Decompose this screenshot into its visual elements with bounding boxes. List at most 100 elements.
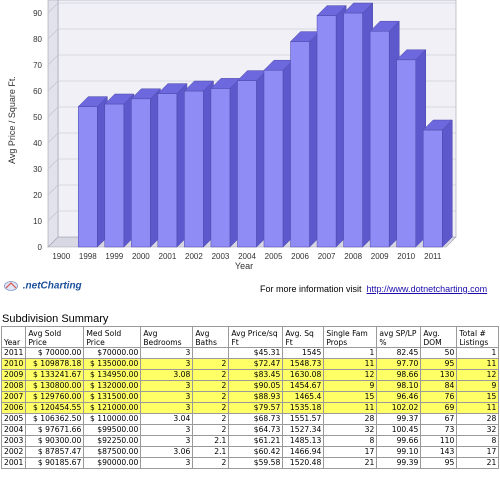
table-cell: 12 (323, 369, 378, 381)
table-row: 2009 $ 133241.67 $ 134950.00 3.08 2 $83.45 163… (0, 369, 500, 381)
bar-2002 (183, 80, 215, 248)
x-tick-label: 2007 (318, 252, 336, 261)
table-cell: 2 (192, 358, 230, 370)
table-cell: 97.70 (376, 358, 422, 370)
bar-front (77, 106, 98, 248)
bar-2003 (210, 77, 241, 248)
table-cell: $64.73 (228, 424, 284, 436)
table-cell: 11 (456, 402, 500, 414)
column-header: Year (0, 326, 27, 348)
bar-2005 (263, 59, 294, 248)
y-tick-label: 70 (33, 61, 42, 70)
table-cell: 2009 (0, 369, 27, 381)
table-cell: 3.06 (140, 446, 194, 458)
grid-line-side (47, 132, 59, 144)
y-tick-label: 50 (33, 113, 42, 122)
y-tick-label: 60 (33, 87, 42, 96)
table-cell: 1527.34 (282, 424, 325, 436)
table-cell: $68.73 (228, 413, 284, 425)
table-row: 2005 $ 106362.50 $ 110000.00 3.04 2 $68.73 155… (0, 413, 500, 425)
info-line: For more information visit http://www.do… (260, 284, 487, 294)
table-cell: $ 132000.00 (83, 380, 142, 392)
column-header: Med Sold Price (83, 326, 142, 348)
section-title: Subdivision Summary (2, 313, 109, 325)
y-tick-label: 90 (33, 9, 42, 18)
table-cell: $ 110000.00 (83, 413, 142, 425)
table-cell: $61.21 (228, 435, 284, 447)
table-cell: 21 (456, 457, 500, 469)
x-tick-label: 1998 (79, 252, 97, 261)
table-row: 2003 $ 90300.00 $92250.00 3 2.1 $61.21 1485.13… (0, 435, 500, 447)
table-cell: 2 (192, 413, 230, 425)
table-cell: 1454.67 (282, 380, 325, 392)
grid-line-side (47, 28, 59, 40)
table-cell: 98.10 (376, 380, 422, 392)
table-cell: 84 (420, 380, 458, 392)
table-cell: 1551.57 (282, 413, 325, 425)
table-cell: 15 (323, 391, 378, 403)
table-cell: $87500.00 (83, 446, 142, 458)
bar-top (422, 119, 453, 131)
table-cell: $92250.00 (83, 435, 142, 447)
table-cell: 2.1 (192, 446, 230, 458)
bar-top (157, 83, 188, 94)
x-tick-label: 2003 (212, 252, 230, 261)
table-cell: 2002 (0, 446, 27, 458)
table-cell: 1548.73 (282, 358, 325, 370)
y-tick-label: 20 (33, 191, 42, 200)
chart-footer: .netCharting For more information visit … (0, 278, 500, 300)
table-cell: $ 90300.00 (25, 435, 85, 447)
x-tick-label: 2010 (397, 252, 415, 261)
y-axis-ticks: 0 10 20 30 40 50 60 70 80 90 (33, 9, 42, 252)
table-cell: $ 135000.00 (83, 358, 142, 370)
table-row: 2007 $ 129760.00 $ 131500.00 3 2 $88.93 1465.4… (0, 391, 500, 403)
y-tick-label: 10 (33, 217, 42, 226)
x-tick-label: 1900 (52, 252, 70, 261)
x-tick-label: 2001 (159, 252, 177, 261)
bar-front (131, 98, 151, 248)
grid-line-side (47, 184, 59, 196)
plot-side-wall (47, 0, 59, 248)
bar-2001 (157, 82, 188, 248)
column-header: Avg Price/sq Ft (228, 326, 284, 348)
bar-top (396, 49, 427, 61)
dotnetcharting-logo[interactable]: .netCharting (4, 280, 82, 298)
table-cell: 3.04 (140, 413, 194, 425)
subdivision-summary-table: Year Avg Sold Price Med Sold Price Avg Bedr… (0, 326, 500, 469)
table-cell: 12 (456, 369, 500, 381)
table-cell: 1485.13 (282, 435, 325, 447)
table-cell: 2003 (0, 435, 27, 447)
y-tick-label: 40 (33, 139, 42, 148)
table-cell: 69 (420, 402, 458, 414)
logo-mark-icon (4, 281, 18, 291)
table-cell: $ 120454.55 (25, 402, 85, 414)
table-cell: 2006 (0, 402, 27, 414)
bar-front (396, 59, 417, 248)
table-cell: 2007 (0, 391, 27, 403)
table-cell: 3 (140, 391, 194, 403)
bar-top (183, 80, 215, 92)
table-cell: $ 70000.00 (25, 347, 85, 359)
bar-side (442, 119, 453, 248)
table-row: 2004 $ 97671.66 $99500.00 3 2 $64.73 1527.34 32… (0, 424, 500, 436)
x-axis-label: Year (235, 261, 253, 271)
bar-2009 (369, 20, 400, 248)
table-cell: 1535.18 (282, 402, 325, 414)
table-cell: 2005 (0, 413, 27, 425)
table-cell: 32 (456, 424, 500, 436)
table-cell: 95 (420, 358, 458, 370)
bar-1999 (104, 93, 135, 248)
bar-top (104, 93, 135, 105)
dotnetcharting-link[interactable]: http://www.dotnetcharting.com (366, 284, 488, 294)
x-tick-label: 2011 (424, 252, 442, 261)
bar-top (77, 96, 108, 107)
table-header-row: Year Avg Sold Price Med Sold Price Avg Bedr… (0, 326, 500, 348)
table-cell: 11 (323, 402, 378, 414)
table-row: 2011 $ 70000.00 $70000.00 3 $45.31 1545 1 82.45… (0, 347, 500, 359)
grid-line-side (47, 210, 59, 222)
table-cell: 143 (420, 446, 458, 458)
grid-line-side (47, 2, 59, 14)
table-cell: 2008 (0, 380, 27, 392)
table-cell: 95 (420, 457, 458, 469)
table-cell: 11 (456, 358, 500, 370)
